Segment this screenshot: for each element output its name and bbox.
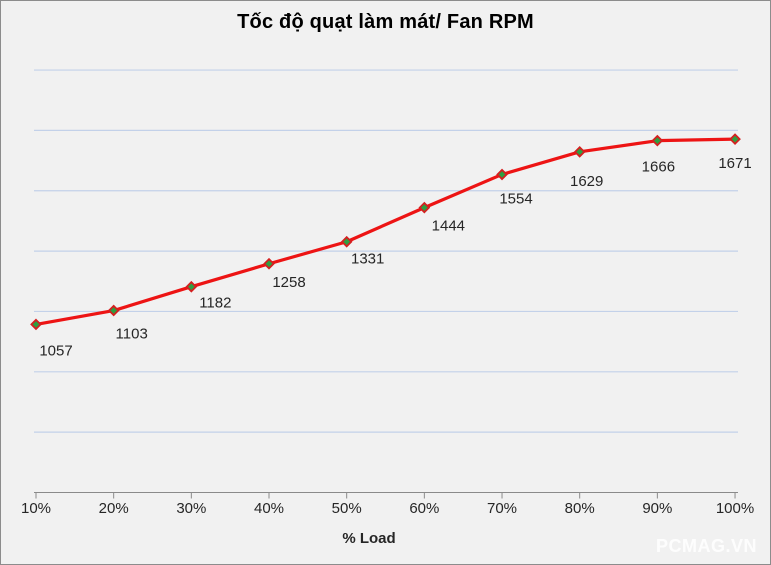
data-point-marker (263, 257, 275, 270)
x-tick-label: 40% (254, 500, 284, 517)
x-tick-label: 90% (642, 500, 672, 517)
data-point-label: 1671 (718, 155, 751, 172)
x-axis-title: % Load (342, 530, 396, 547)
x-tick-label: 10% (21, 500, 51, 517)
data-point-marker (573, 145, 586, 158)
x-tick-label: 60% (409, 500, 439, 517)
data-point-label: 1444 (432, 218, 465, 235)
data-point-label: 1258 (272, 274, 305, 291)
data-point-marker (729, 133, 741, 146)
data-point-label: 1331 (351, 251, 384, 268)
x-tick-label: 20% (99, 500, 129, 517)
x-tick-label: 30% (176, 500, 206, 517)
data-point-marker (30, 318, 42, 331)
x-tick-label: 100% (716, 500, 754, 517)
data-point-label: 1666 (642, 159, 675, 176)
data-point-marker (651, 134, 664, 147)
x-tick-label: 70% (487, 500, 517, 517)
fan-rpm-series-line (34, 137, 737, 327)
data-point-label: 1182 (199, 295, 231, 312)
data-point-marker (185, 280, 198, 293)
data-point-marker (418, 201, 431, 214)
data-point-marker (107, 304, 120, 317)
data-point-marker (496, 168, 508, 181)
data-point-marker (340, 235, 353, 248)
x-tick-label: 80% (565, 500, 595, 517)
data-point-label: 1057 (39, 342, 72, 359)
data-point-label: 1629 (570, 173, 603, 190)
x-tick-label: 50% (332, 500, 362, 517)
chart-title: Tốc độ quạt làm mát/ Fan RPM (237, 11, 534, 33)
data-point-label: 1554 (499, 190, 532, 207)
data-point-label: 1103 (116, 326, 148, 343)
watermark-text: PCMAG.VN (655, 536, 757, 556)
